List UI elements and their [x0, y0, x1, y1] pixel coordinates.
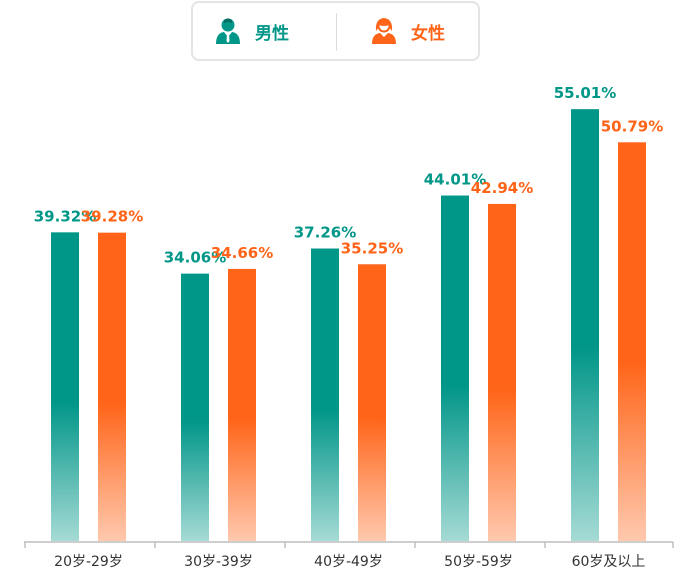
- bar-male-2[interactable]: [311, 248, 339, 541]
- male-user-icon: [216, 18, 240, 44]
- x-tick-label-4: 60岁及以上: [572, 554, 646, 570]
- bar-male-1[interactable]: [181, 273, 209, 541]
- bars-layer: [51, 109, 646, 542]
- value-label-female-1: 34.66%: [211, 244, 273, 262]
- value-labels-layer: 39.32%39.28% 34.06%34.66% 37.26%35.25% 44.0…: [34, 84, 663, 266]
- x-tick-label-1: 30岁-39岁: [184, 554, 253, 570]
- value-label-female-0: 39.28%: [81, 208, 143, 226]
- x-tick-label-2: 40岁-49岁: [314, 554, 383, 570]
- value-label-female-2: 35.25%: [341, 239, 403, 257]
- legend-item-male[interactable]: 男性: [215, 3, 289, 59]
- value-label-male-4: 55.01%: [554, 84, 616, 102]
- chart-legend: 男性 女性: [191, 1, 480, 61]
- bar-female-3[interactable]: [488, 203, 516, 541]
- bar-female-1[interactable]: [228, 268, 256, 541]
- value-label-female-3: 42.94%: [471, 179, 533, 197]
- value-label-male-2: 37.26%: [294, 224, 356, 242]
- x-axis: 20岁-29岁 30岁-39岁 40岁-49岁 50岁-59岁 60岁及以上: [24, 541, 674, 570]
- value-label-male-0: 39.32%: [34, 207, 96, 225]
- bar-female-0[interactable]: [98, 232, 126, 542]
- x-tick-label-3: 50岁-59岁: [444, 554, 513, 570]
- bar-male-3[interactable]: [441, 195, 469, 542]
- x-tick-label-0: 20岁-29岁: [54, 554, 123, 570]
- female-user-icon: [372, 18, 396, 44]
- bar-female-2[interactable]: [358, 264, 386, 541]
- bar-female-4[interactable]: [618, 142, 646, 541]
- bar-male-4[interactable]: [571, 109, 599, 541]
- legend-item-female[interactable]: 女性: [371, 3, 445, 59]
- legend-label-female: 女性: [411, 23, 445, 44]
- legend-divider: [336, 13, 337, 51]
- legend-label-male: 男性: [255, 23, 289, 44]
- bar-male-0[interactable]: [51, 232, 79, 541]
- value-label-female-4: 50.79%: [601, 117, 663, 135]
- value-label-male-3: 44.01%: [424, 171, 486, 189]
- value-label-male-1: 34.06%: [164, 249, 226, 267]
